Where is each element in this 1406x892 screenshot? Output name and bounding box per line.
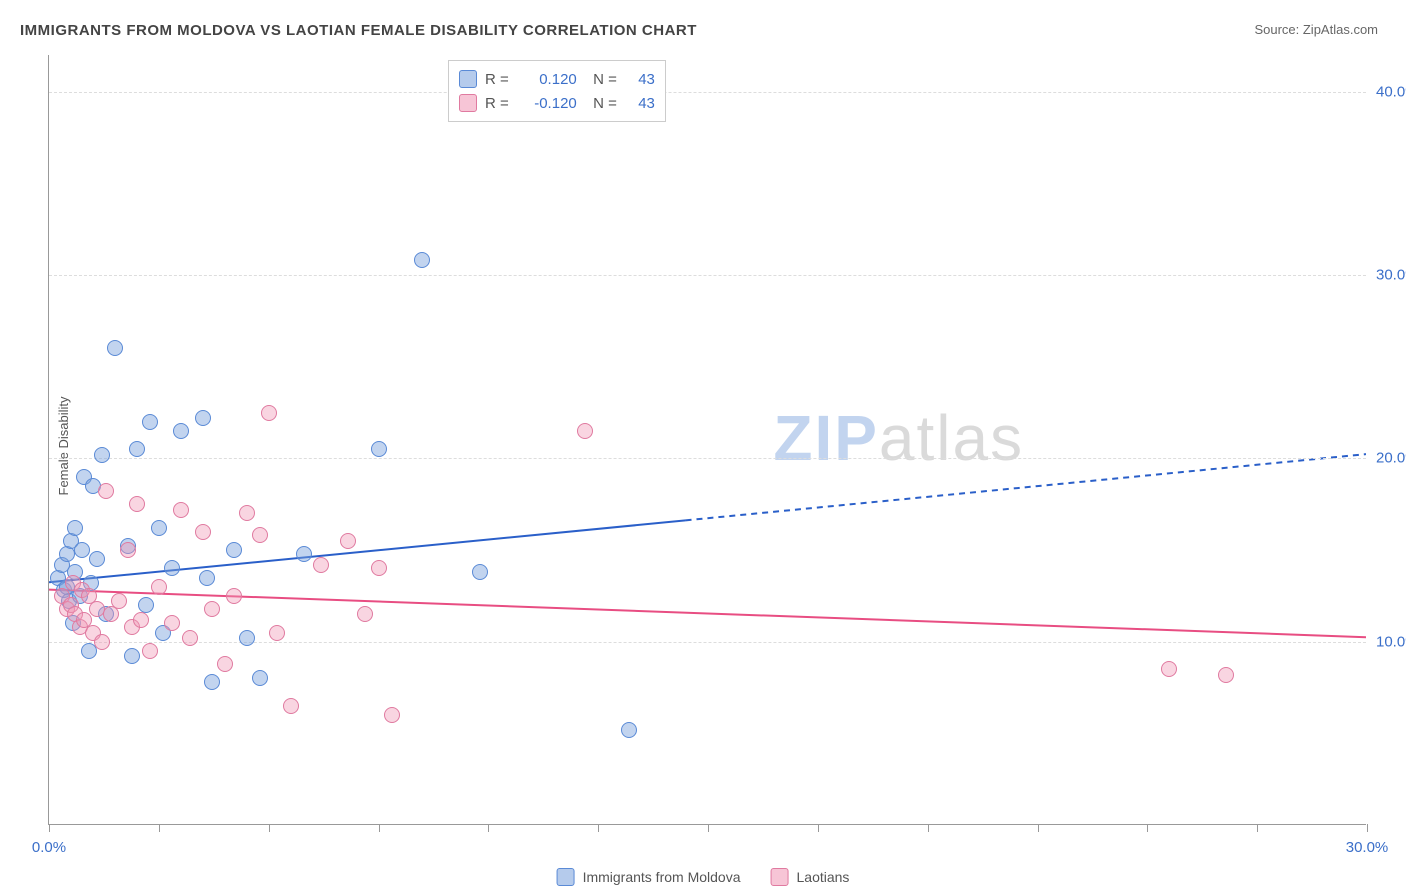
x-tick-label: 0.0% [32,839,66,856]
data-point [621,722,637,738]
data-point [74,542,90,558]
stats-row-pink: R = -0.120 N = 43 [459,91,655,115]
source-label: Source: ZipAtlas.com [1254,22,1378,37]
data-point [133,612,149,628]
x-tick-label: 30.0% [1346,839,1389,856]
x-tick [49,824,50,832]
y-tick-label: 30.0% [1376,267,1406,284]
legend-item: Laotians [771,868,850,886]
data-point [283,698,299,714]
data-point [239,505,255,521]
data-point [204,674,220,690]
x-tick [818,824,819,832]
y-tick-label: 10.0% [1376,633,1406,650]
y-tick-label: 20.0% [1376,450,1406,467]
r-label: R = [485,71,509,88]
n-label: N = [585,95,617,112]
n-value: 43 [625,71,655,88]
data-point [142,414,158,430]
x-tick [928,824,929,832]
data-point [357,606,373,622]
data-point [173,502,189,518]
swatch-icon [459,94,477,112]
x-tick [269,824,270,832]
data-point [252,527,268,543]
data-point [371,560,387,576]
stats-legend: R = 0.120 N = 43 R = -0.120 N = 43 [448,60,666,122]
x-tick [1147,824,1148,832]
data-point [151,579,167,595]
data-point [138,597,154,613]
n-label: N = [585,71,617,88]
data-point [107,340,123,356]
trend-lines-svg [49,55,1366,824]
data-point [98,483,114,499]
x-tick [488,824,489,832]
watermark: ZIPatlas [773,401,1024,475]
x-tick [598,824,599,832]
legend-label: Immigrants from Moldova [583,869,741,885]
data-point [89,551,105,567]
gridline [49,92,1366,93]
data-point [173,423,189,439]
x-tick [379,824,380,832]
data-point [252,670,268,686]
swatch-icon [557,868,575,886]
gridline [49,275,1366,276]
data-point [129,441,145,457]
data-point [1161,661,1177,677]
data-point [226,588,242,604]
data-point [164,615,180,631]
series-legend: Immigrants from Moldova Laotians [557,868,850,886]
swatch-icon [771,868,789,886]
data-point [94,634,110,650]
gridline [49,458,1366,459]
data-point [67,520,83,536]
data-point [217,656,233,672]
data-point [129,496,145,512]
legend-item: Immigrants from Moldova [557,868,741,886]
data-point [414,252,430,268]
data-point [164,560,180,576]
data-point [472,564,488,580]
r-value: 0.120 [517,71,577,88]
data-point [1218,667,1234,683]
swatch-icon [459,70,477,88]
data-point [371,441,387,457]
data-point [111,593,127,609]
x-tick [708,824,709,832]
data-point [261,405,277,421]
data-point [313,557,329,573]
plot-area: ZIPatlas 10.0%20.0%30.0%40.0%0.0%30.0% [48,55,1366,825]
x-tick [1038,824,1039,832]
data-point [384,707,400,723]
data-point [296,546,312,562]
data-point [124,648,140,664]
r-label: R = [485,95,509,112]
data-point [151,520,167,536]
data-point [269,625,285,641]
data-point [195,524,211,540]
data-point [204,601,220,617]
legend-label: Laotians [797,869,850,885]
data-point [340,533,356,549]
x-tick [159,824,160,832]
chart-title: IMMIGRANTS FROM MOLDOVA VS LAOTIAN FEMAL… [20,22,697,39]
data-point [577,423,593,439]
data-point [120,542,136,558]
data-point [142,643,158,659]
data-point [226,542,242,558]
x-tick [1257,824,1258,832]
y-tick-label: 40.0% [1376,83,1406,100]
data-point [199,570,215,586]
data-point [94,447,110,463]
data-point [195,410,211,426]
r-value: -0.120 [517,95,577,112]
stats-row-blue: R = 0.120 N = 43 [459,67,655,91]
data-point [182,630,198,646]
data-point [239,630,255,646]
n-value: 43 [625,95,655,112]
x-tick [1367,824,1368,832]
